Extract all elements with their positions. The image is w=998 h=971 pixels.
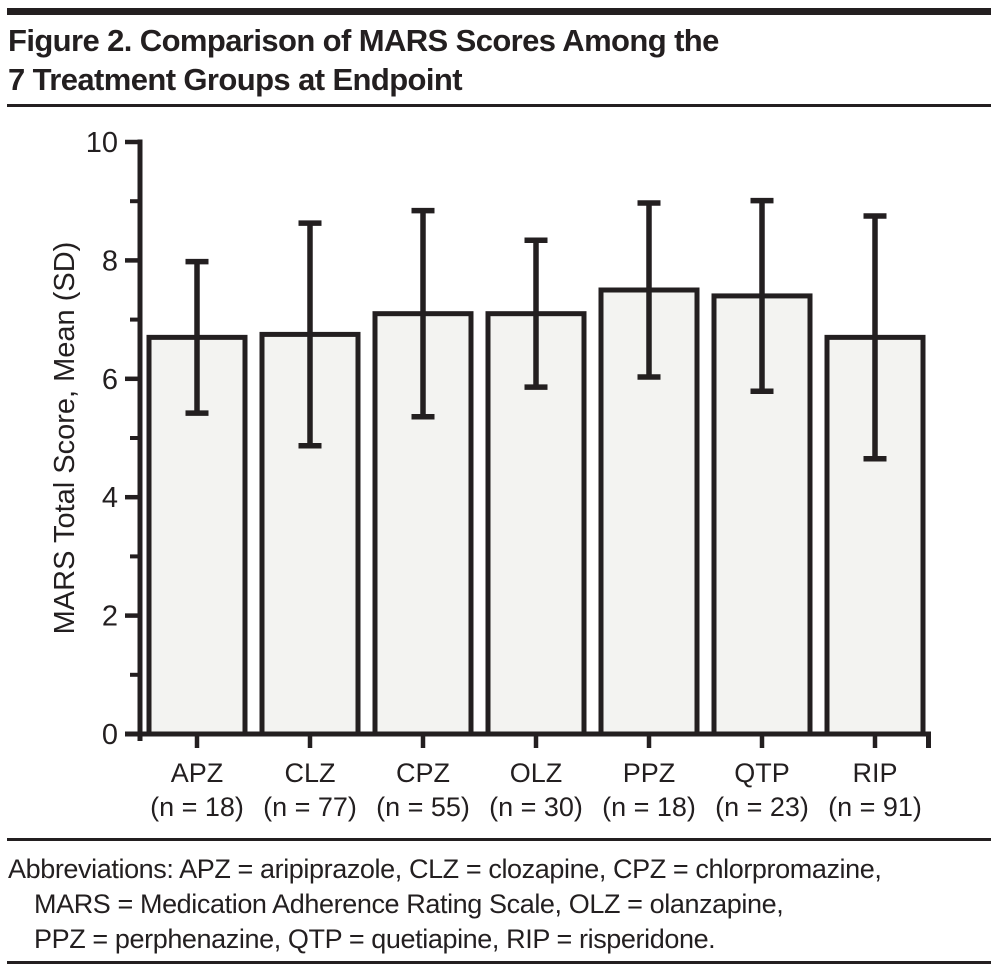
y-tick-label: 10 bbox=[86, 127, 118, 159]
category-label: APZ bbox=[171, 758, 224, 788]
n-label: (n = 30) bbox=[489, 792, 583, 822]
footnote-top-rule bbox=[7, 838, 991, 841]
title-rule bbox=[7, 104, 991, 107]
category-label: PPZ bbox=[623, 758, 676, 788]
n-label: (n = 91) bbox=[828, 792, 922, 822]
category-label: QTP bbox=[734, 758, 790, 788]
footnote-line-1: Abbreviations: APZ = aripiprazole, CLZ =… bbox=[8, 854, 882, 884]
figure-title: Figure 2. Comparison of MARS Scores Amon… bbox=[8, 21, 988, 99]
category-label: RIP bbox=[852, 758, 897, 788]
n-label: (n = 18) bbox=[150, 792, 244, 822]
n-label: (n = 18) bbox=[602, 792, 696, 822]
category-label: CPZ bbox=[396, 758, 450, 788]
bottom-rule bbox=[7, 961, 991, 964]
n-label: (n = 55) bbox=[376, 792, 470, 822]
figure-title-line-1: Figure 2. Comparison of MARS Scores Amon… bbox=[8, 23, 719, 58]
y-tick-label: 2 bbox=[102, 601, 118, 633]
n-label: (n = 23) bbox=[715, 792, 809, 822]
footnote-line-2: MARS = Medication Adherence Rating Scale… bbox=[34, 889, 784, 919]
y-axis-title: MARS Total Score, Mean (SD) bbox=[49, 242, 81, 635]
top-rule bbox=[7, 8, 991, 15]
y-tick-label: 6 bbox=[102, 364, 118, 396]
y-tick-label: 4 bbox=[102, 482, 118, 514]
footnote-line-3: PPZ = perphenazine, QTP = quetiapine, RI… bbox=[34, 924, 716, 954]
category-label: CLZ bbox=[284, 758, 335, 788]
category-label: OLZ bbox=[510, 758, 563, 788]
abbreviations-note: Abbreviations: APZ = aripiprazole, CLZ =… bbox=[8, 852, 992, 957]
n-label: (n = 77) bbox=[263, 792, 357, 822]
bar bbox=[824, 334, 926, 737]
y-tick-label: 0 bbox=[102, 719, 118, 751]
y-tick-label: 8 bbox=[102, 245, 118, 277]
bar-chart: APZ (n = 18) CLZ (n = 77) CPZ (n = 55) OLZ (n =… bbox=[49, 127, 931, 822]
figure-title-line-2: 7 Treatment Groups at Endpoint bbox=[8, 62, 463, 97]
